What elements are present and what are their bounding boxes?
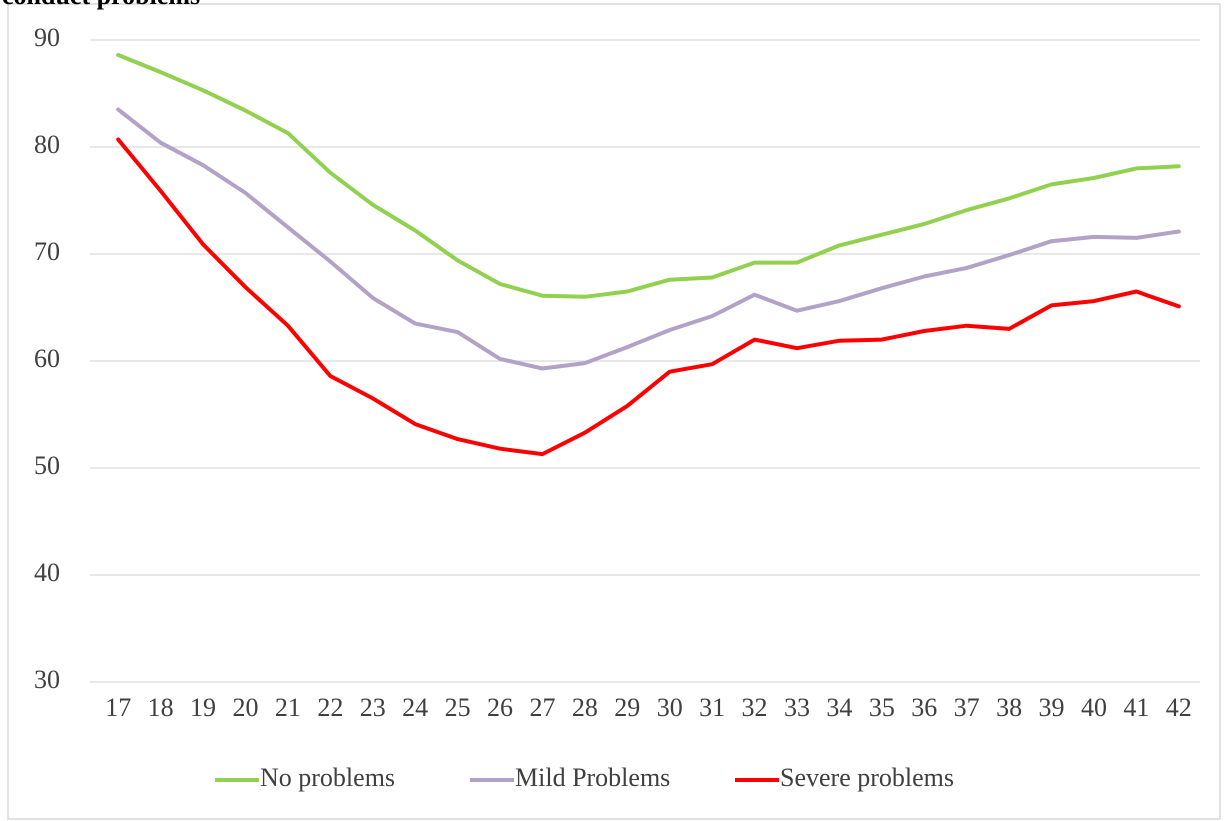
x-tick-label: 20 bbox=[232, 693, 258, 722]
x-tick-label: 28 bbox=[572, 693, 598, 722]
x-tick-label: 31 bbox=[699, 693, 725, 722]
legend-label: Severe problems bbox=[780, 763, 954, 792]
y-tick-label: 80 bbox=[34, 130, 60, 159]
x-tick-label: 33 bbox=[784, 693, 810, 722]
x-tick-label: 35 bbox=[869, 693, 895, 722]
y-tick-label: 50 bbox=[34, 451, 60, 480]
x-tick-label: 40 bbox=[1081, 693, 1107, 722]
chart-border bbox=[7, 3, 1221, 820]
x-tick-label: 25 bbox=[445, 693, 471, 722]
x-tick-label: 19 bbox=[190, 693, 216, 722]
series-line bbox=[116, 137, 1181, 457]
y-tick-label: 40 bbox=[34, 558, 60, 587]
y-tick-label: 90 bbox=[34, 23, 60, 52]
x-tick-label: 18 bbox=[148, 693, 174, 722]
series-line bbox=[116, 53, 1181, 299]
x-tick-label: 41 bbox=[1123, 693, 1149, 722]
legend-label: Mild Problems bbox=[515, 763, 670, 792]
series-line bbox=[116, 107, 1181, 371]
y-tick-label: 70 bbox=[34, 237, 60, 266]
x-tick-label: 23 bbox=[360, 693, 386, 722]
x-tick-label: 36 bbox=[911, 693, 937, 722]
x-tick-label: 24 bbox=[402, 693, 428, 722]
chart-title: conduct problems bbox=[2, 0, 200, 10]
y-tick-label: 60 bbox=[34, 344, 60, 373]
x-tick-label: 29 bbox=[614, 693, 640, 722]
x-tick-label: 37 bbox=[954, 693, 980, 722]
x-tick-label: 17 bbox=[105, 693, 131, 722]
x-tick-label: 42 bbox=[1166, 693, 1192, 722]
x-tick-label: 27 bbox=[529, 693, 555, 722]
y-tick-label: 30 bbox=[34, 665, 60, 694]
x-tick-label: 38 bbox=[996, 693, 1022, 722]
x-tick-label: 39 bbox=[1039, 693, 1065, 722]
x-tick-label: 34 bbox=[826, 693, 852, 722]
legend-label: No problems bbox=[260, 763, 395, 792]
x-tick-label: 21 bbox=[275, 693, 301, 722]
x-tick-label: 30 bbox=[657, 693, 683, 722]
x-tick-label: 26 bbox=[487, 693, 513, 722]
x-tick-label: 32 bbox=[742, 693, 768, 722]
x-tick-label: 22 bbox=[317, 693, 343, 722]
